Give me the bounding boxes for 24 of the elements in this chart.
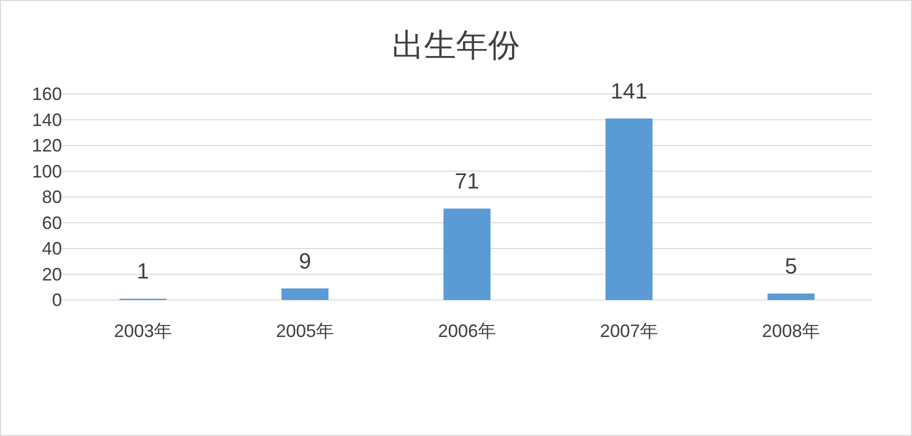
data-label: 9 <box>298 248 312 274</box>
y-tick-label: 60 <box>42 212 62 233</box>
data-label: 71 <box>454 168 480 194</box>
y-tick-label: 40 <box>42 238 62 258</box>
bar <box>444 208 490 300</box>
y-tick-label: 80 <box>42 187 62 207</box>
y-tick-label: 0 <box>52 290 62 310</box>
y-tick-label: 20 <box>42 264 62 284</box>
bar <box>282 288 328 300</box>
bar <box>606 118 652 300</box>
y-tick-label: 100 <box>32 161 62 182</box>
data-label: 5 <box>784 254 798 279</box>
data-label: 1 <box>136 258 150 284</box>
y-tick-label: 160 <box>32 84 62 104</box>
bar <box>768 294 814 300</box>
y-tick-label: 120 <box>32 136 62 156</box>
x-tick-label: 2006年 <box>438 321 496 341</box>
x-tick-label: 2005年 <box>276 321 334 341</box>
x-tick-label: 2008年 <box>762 321 820 341</box>
chart-title: 出生年份 <box>392 27 520 63</box>
y-tick-label: 140 <box>32 110 62 130</box>
data-label: 141 <box>610 78 648 104</box>
x-tick-label: 2003年 <box>114 321 172 341</box>
x-tick-label: 2007年 <box>600 321 658 341</box>
